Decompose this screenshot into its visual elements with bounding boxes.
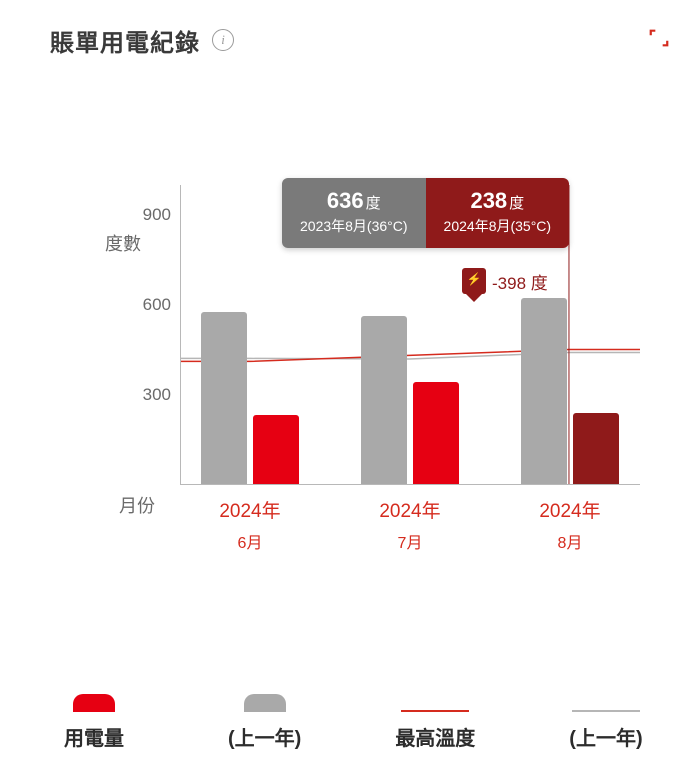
bar-current [573,413,619,484]
plot-area: 度數 月份 300600900 [180,185,640,485]
legend-item: 最高溫度 [365,710,505,751]
x-cat-month: 6月 [190,529,310,553]
y-tick: 300 [123,385,171,405]
legend-item: (上一年) [195,694,335,751]
legend-item: 用電量 [24,694,164,751]
legend-label: (上一年) [569,722,642,751]
x-cat-year: 2024年 [190,496,310,523]
app-root: 賬單用電紀錄 i 636度 2023年8月(36°C) 238度 2024年8月… [0,0,700,779]
bar-prev-year [361,316,407,484]
x-axis-label: 月份 [119,492,155,518]
x-category: 2024年 6月 [190,496,310,553]
legend-label: 用電量 [64,722,124,751]
x-cat-month: 7月 [350,529,470,553]
legend-swatch-line [401,710,469,712]
x-cat-year: 2024年 [510,496,630,523]
legend-label: 最高溫度 [395,722,475,751]
legend-swatch-bar [244,694,286,712]
legend-label: (上一年) [228,722,301,751]
x-cat-year: 2024年 [350,496,470,523]
bar-prev-year [201,312,247,485]
usage-chart: 636度 2023年8月(36°C) 238度 2024年8月(35°C) ⚡ … [110,120,670,620]
y-axis-label: 度數 [105,230,141,256]
bar-current [253,415,299,484]
x-category: 2024年 8月 [510,496,630,553]
bar-current [413,382,459,484]
bar-group[interactable] [201,312,311,485]
x-category: 2024年 7月 [350,496,470,553]
legend-item: (上一年) [536,710,676,751]
x-cat-month: 8月 [510,529,630,553]
bar-group[interactable] [361,316,471,484]
legend-swatch-line [572,710,640,712]
bar-prev-year [521,298,567,484]
legend: 用電量 (上一年) 最高溫度 (上一年) [24,694,676,751]
legend-swatch-bar [73,694,115,712]
info-icon[interactable]: i [212,29,234,51]
page-title: 賬單用電紀錄 [50,23,200,58]
expand-icon[interactable] [648,27,670,54]
y-tick: 900 [123,205,171,225]
header: 賬單用電紀錄 i [0,20,700,60]
bar-group[interactable] [521,298,631,484]
y-tick: 600 [123,295,171,315]
